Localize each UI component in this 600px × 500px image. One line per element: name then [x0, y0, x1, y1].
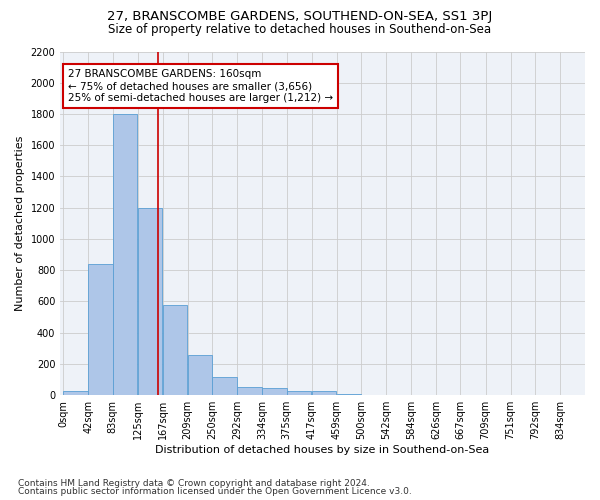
Bar: [88, 264, 113, 395]
Text: Contains HM Land Registry data © Crown copyright and database right 2024.: Contains HM Land Registry data © Crown c…: [18, 478, 370, 488]
Text: Contains public sector information licensed under the Open Government Licence v3: Contains public sector information licen…: [18, 487, 412, 496]
Bar: [238, 388, 262, 395]
Bar: [113, 114, 137, 395]
X-axis label: Distribution of detached houses by size in Southend-on-Sea: Distribution of detached houses by size …: [155, 445, 490, 455]
Bar: [188, 354, 212, 395]
Bar: [163, 304, 187, 395]
Bar: [287, 390, 311, 395]
Bar: [138, 208, 163, 395]
Text: 27 BRANSCOMBE GARDENS: 160sqm
← 75% of detached houses are smaller (3,656)
25% o: 27 BRANSCOMBE GARDENS: 160sqm ← 75% of d…: [68, 70, 333, 102]
Bar: [337, 394, 361, 395]
Bar: [312, 392, 337, 395]
Text: 27, BRANSCOMBE GARDENS, SOUTHEND-ON-SEA, SS1 3PJ: 27, BRANSCOMBE GARDENS, SOUTHEND-ON-SEA,…: [107, 10, 493, 23]
Y-axis label: Number of detached properties: Number of detached properties: [15, 136, 25, 311]
Bar: [262, 388, 287, 395]
Bar: [64, 392, 88, 395]
Text: Size of property relative to detached houses in Southend-on-Sea: Size of property relative to detached ho…: [109, 22, 491, 36]
Bar: [212, 377, 237, 395]
